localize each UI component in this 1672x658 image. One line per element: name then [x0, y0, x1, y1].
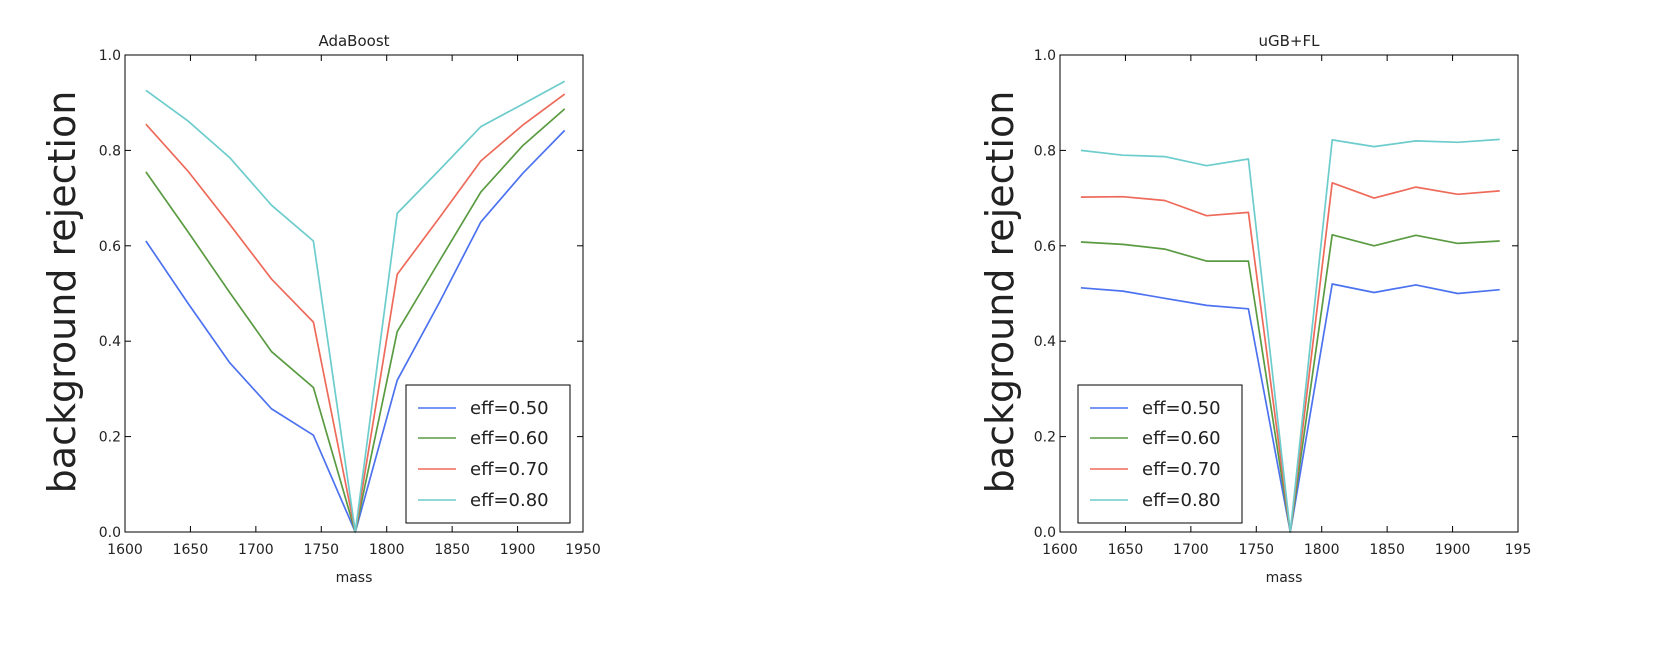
x-tick-label: 1800: [369, 542, 405, 558]
x-tick-label: 1900: [1435, 542, 1471, 558]
x-tick-label: 1700: [238, 542, 274, 558]
x-tick-label: 1850: [1369, 542, 1405, 558]
legend-label-eff-060: eff=0.60: [1142, 428, 1221, 449]
y-tick-label: 0.2: [99, 430, 121, 446]
y-tick-label: 0.2: [1034, 430, 1056, 446]
x-tick-label: 1800: [1304, 542, 1340, 558]
y-axis-label: background rejection: [40, 91, 84, 494]
x-tick-label: 1750: [303, 542, 339, 558]
y-axis-label: background rejection: [978, 91, 1022, 494]
legend: eff=0.50 eff=0.60 eff=0.70 eff=0.80: [405, 384, 571, 524]
y-tick-label: 1.0: [1034, 48, 1056, 64]
x-tick-label: 1600: [1042, 542, 1078, 558]
x-tick-label: 1950: [565, 542, 601, 558]
x-tick-label: 1700: [1173, 542, 1209, 558]
x-tick-label: 195: [1505, 542, 1532, 558]
x-axis-label: mass: [1266, 570, 1303, 586]
legend-label-eff-050: eff=0.50: [470, 398, 549, 419]
x-tick-label: 1900: [500, 542, 536, 558]
legend-label-eff-080: eff=0.80: [470, 490, 549, 511]
ticks-adaboost: 1600 1650 1700 1750 1800 1850 1900 1950 0.0 0.2 0.…: [99, 48, 601, 558]
y-tick-label: 0.6: [1034, 239, 1056, 255]
plot-frame: [124, 54, 584, 533]
x-tick-label: 1750: [1238, 542, 1274, 558]
plot-frame: [1059, 54, 1519, 533]
legend: eff=0.50 eff=0.60 eff=0.70 eff=0.80: [1077, 384, 1243, 524]
y-tick-label: 0.0: [99, 525, 121, 541]
x-tick-label: 1850: [434, 542, 470, 558]
x-axis-label: mass: [336, 570, 373, 586]
chart-title: AdaBoost: [318, 32, 389, 50]
y-tick-label: 1.0: [99, 48, 121, 64]
x-tick-label: 1600: [107, 542, 143, 558]
y-tick-label: 0.4: [99, 334, 121, 350]
x-tick-label: 1650: [1108, 542, 1144, 558]
legend-label-eff-060: eff=0.60: [470, 428, 549, 449]
legend-label-eff-070: eff=0.70: [470, 459, 549, 480]
y-tick-label: 0.4: [1034, 334, 1056, 350]
legend-label-eff-070: eff=0.70: [1142, 459, 1221, 480]
legend-label-eff-050: eff=0.50: [1142, 398, 1221, 419]
ticks-ugbfl: 1600 1650 1700 1750 1800 1850 1900 195 0.0 0.2 0.4…: [1034, 48, 1532, 558]
chart-title: uGB+FL: [1259, 32, 1321, 50]
y-tick-label: 0.8: [99, 143, 121, 159]
legend-label-eff-080: eff=0.80: [1142, 490, 1221, 511]
x-tick-label: 1650: [173, 542, 209, 558]
chart-adaboost: background rejection AdaBoost mass 1600 1…: [40, 32, 601, 586]
y-tick-label: 0.8: [1034, 143, 1056, 159]
y-tick-label: 0.0: [1034, 525, 1056, 541]
y-tick-label: 0.6: [99, 239, 121, 255]
chart-ugbfl: background rejection uGB+FL mass 1600 165…: [978, 32, 1531, 586]
